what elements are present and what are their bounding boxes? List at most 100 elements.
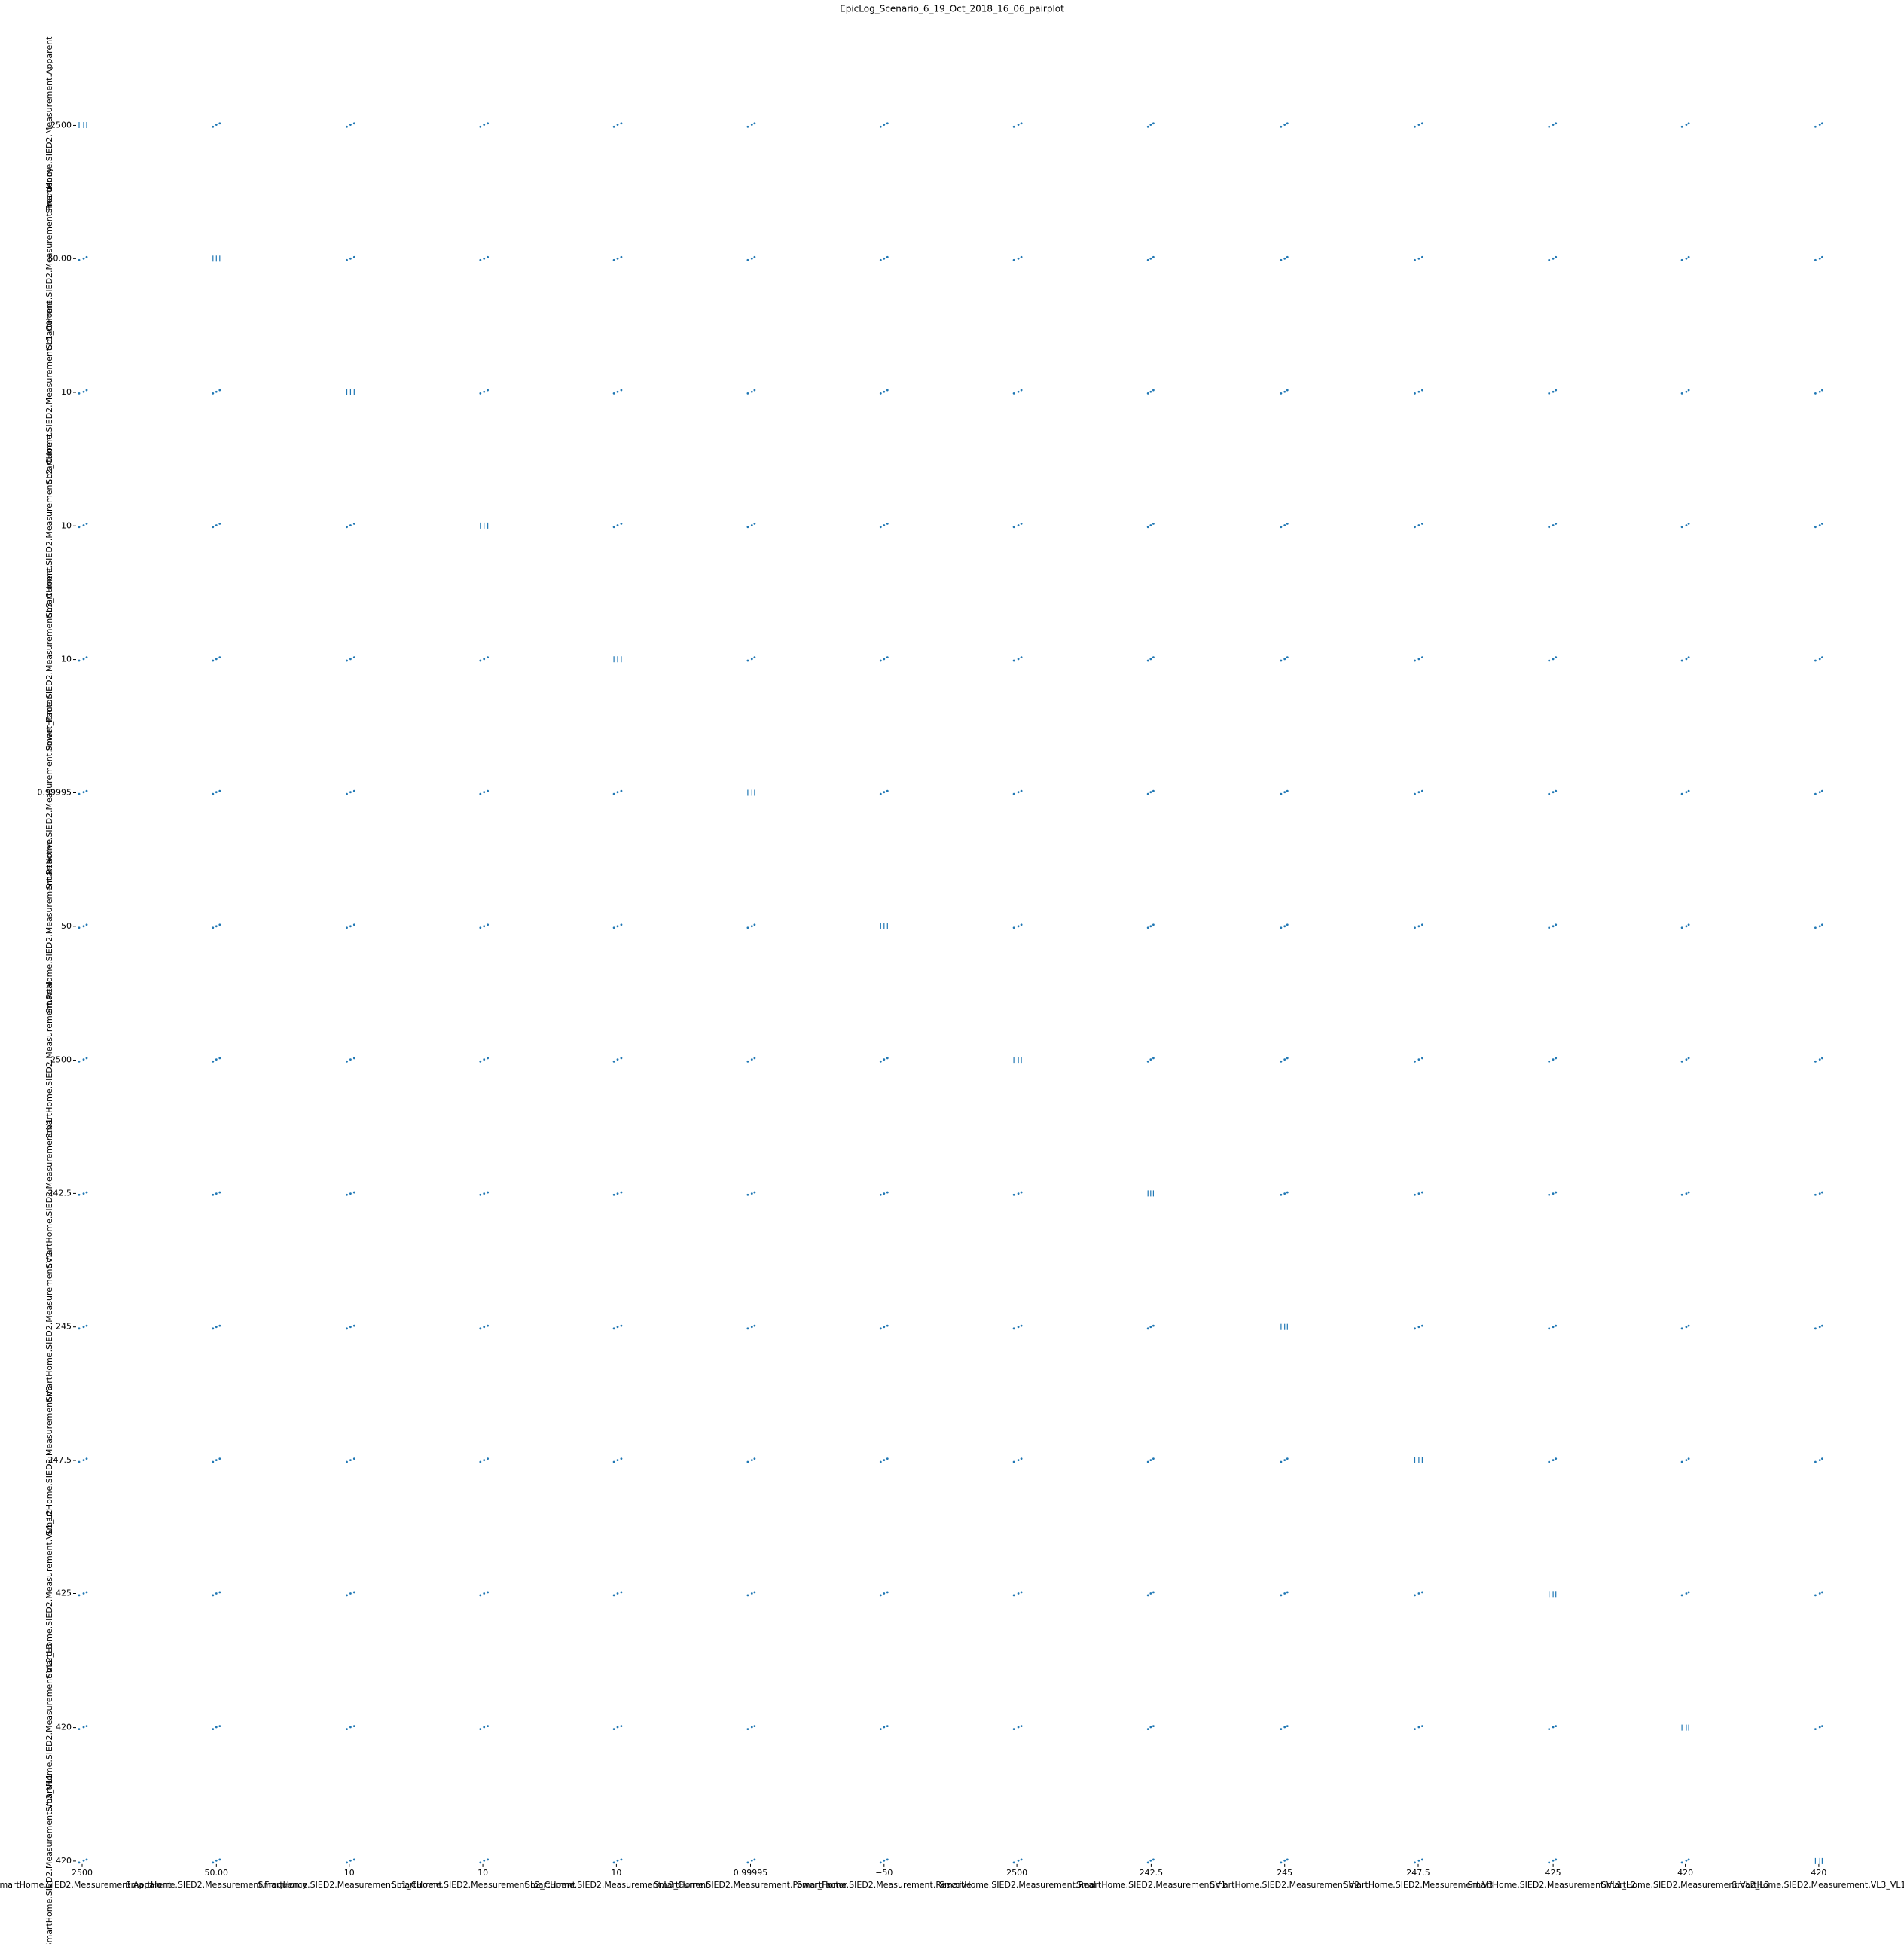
scatter-point [215,1459,218,1461]
scatter-point [612,1060,615,1063]
scatter-point [352,522,355,525]
scatter-point [1017,1592,1020,1595]
scatter-point [1280,926,1283,929]
scatter-point [750,1192,753,1195]
scatter-point [1414,1193,1416,1196]
scatter-point [1283,925,1286,928]
scatter-point [487,122,490,125]
scatter-point [1687,1057,1690,1060]
scatter-point [612,258,615,261]
scatter-point [753,1324,756,1327]
scatter-point [1552,257,1555,260]
scatter-point [1286,389,1289,392]
scatter-point [215,524,218,526]
scatter-point [1552,925,1555,928]
scatter-point [1286,1725,1289,1728]
scatter-point [1017,925,1020,928]
y-axis-label: SmartHome.SIED2.Measurement.L3_Current [44,566,54,751]
scatter-point [1685,658,1688,661]
scatter-point [78,1594,81,1597]
scatter-point [1280,659,1283,662]
scatter-point [349,524,352,526]
scatter-point [1818,257,1821,260]
scatter-point [1280,1594,1283,1597]
x-tick-label: 2500 [72,1868,93,1878]
scatter-point [479,1861,482,1864]
scatter-point [1152,1858,1155,1861]
scatter-point [1687,1591,1690,1594]
scatter-point [616,390,619,393]
scatter-point [1017,1326,1020,1329]
scatter-point [1152,1324,1155,1327]
scatter-point [1012,1327,1015,1330]
scatter-point [487,656,490,659]
scatter-point [1146,392,1149,395]
scatter-point [1146,1060,1149,1063]
scatter-point [1421,1725,1423,1728]
scatter-point [1680,1060,1683,1063]
y-axis-label: SmartHome.SIED2.Measurement.Frequency [44,167,54,349]
scatter-point [1414,1060,1416,1063]
y-tick-label: 247.5 [48,1455,72,1465]
scatter-point [879,1193,882,1196]
scatter-point [1152,1457,1155,1460]
scatter-point [1818,1192,1821,1195]
y-axis-label: SmartHome.SIED2.Measurement.Power_Factor [44,696,54,890]
scatter-point [1280,125,1283,128]
scatter-point [1814,125,1817,128]
scatter-point [346,1594,348,1597]
scatter-point [750,1592,753,1595]
scatter-point [1680,792,1683,795]
scatter-point [479,1460,482,1463]
scatter-point [1283,791,1286,794]
scatter-point [746,926,749,929]
scatter-point [1417,1592,1420,1595]
scatter-point [1818,791,1821,794]
scatter-point [753,923,756,926]
scatter-point [1280,1060,1283,1063]
scatter-point [1818,925,1821,928]
scatter-point [352,923,355,926]
y-tick-label: 242.5 [48,1188,72,1198]
scatter-point [82,390,85,393]
scatter-point [879,1460,882,1463]
scatter-point [85,1591,88,1594]
scatter-point [483,791,486,794]
scatter-point [1685,124,1688,126]
scatter-point [483,1326,486,1329]
y-tick-label: 425 [56,1588,72,1598]
scatter-point [1280,1861,1283,1864]
scatter-point [879,526,882,529]
scatter-point [1814,1728,1817,1731]
scatter-point [1012,1728,1015,1731]
scatter-point [215,658,218,661]
scatter-point [746,1728,749,1731]
scatter-point [616,925,619,928]
scatter-point [78,1460,81,1463]
scatter-point [753,389,756,392]
scatter-point [1814,1193,1817,1196]
scatter-point [1421,122,1423,125]
scatter-point [886,1057,889,1060]
scatter-point [886,122,889,125]
scatter-point [1149,1592,1152,1595]
x-tick-label: −50 [875,1868,892,1878]
x-axis-label: SmartHome.SIED2.Measurement.L3_Current [525,1880,709,1890]
scatter-point [78,392,81,395]
scatter-point [1017,390,1020,393]
scatter-point [746,1327,749,1330]
scatter-point [1685,1192,1688,1195]
scatter-point [1149,1859,1152,1862]
x-axis-label: SmartHome.SIED2.Measurement.L2_Current [392,1880,576,1890]
scatter-point [1548,926,1551,929]
scatter-point [1152,389,1155,392]
scatter-point [1680,1594,1683,1597]
scatter-point [483,1859,486,1862]
scatter-point [483,1192,486,1195]
scatter-point [750,1058,753,1061]
scatter-point [82,1326,85,1329]
scatter-point [1421,656,1423,659]
scatter-point [1555,522,1558,525]
scatter-point [1421,1858,1423,1861]
scatter-point [750,1459,753,1461]
